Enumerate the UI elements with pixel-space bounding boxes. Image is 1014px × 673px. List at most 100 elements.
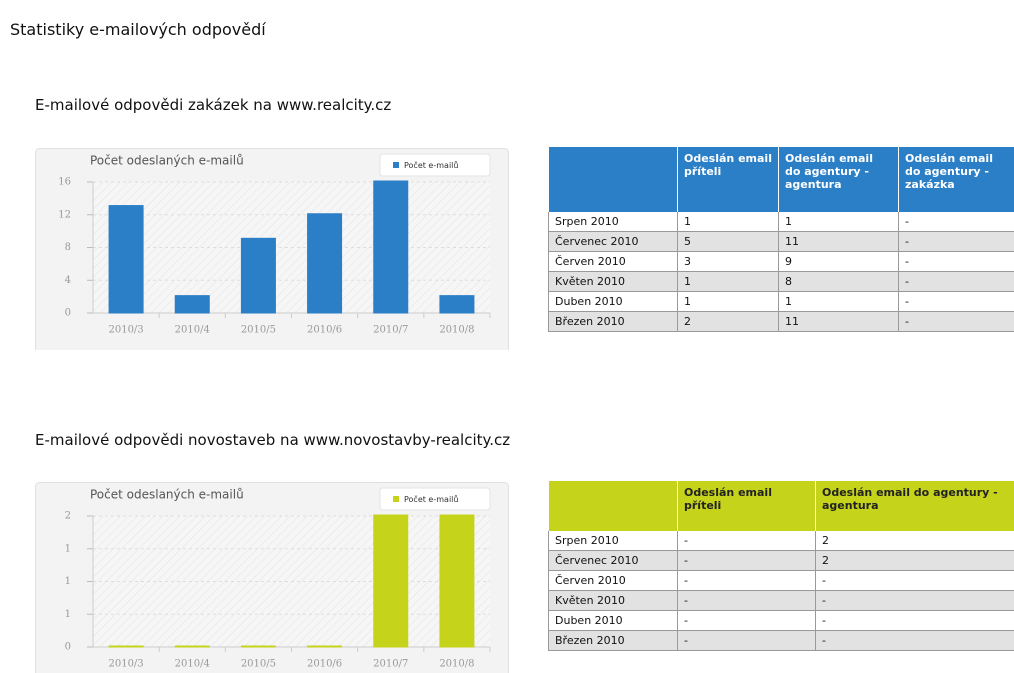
table-cell: Červenec 2010 xyxy=(548,231,678,252)
table-cell: - xyxy=(898,311,1014,332)
x-tick-label: 2010/4 xyxy=(175,659,210,670)
y-tick-label: 4 xyxy=(65,275,71,286)
legend-swatch xyxy=(393,162,399,168)
table-row: Srpen 2010 1 1- xyxy=(548,212,1014,232)
y-tick-label: 16 xyxy=(58,177,71,188)
table-cell: - xyxy=(815,630,1014,651)
table-cell: 11 xyxy=(778,231,899,252)
table-row: Červen 2010- - xyxy=(548,570,1014,591)
bar xyxy=(373,514,409,648)
table-row: Březen 2010- - xyxy=(548,630,1014,651)
table-row: Květen 2010- - xyxy=(548,590,1014,611)
table-cell: - xyxy=(898,251,1014,272)
table-cell: Březen 2010 xyxy=(548,311,678,332)
x-tick-label: 2010/7 xyxy=(373,659,408,670)
table-cell: 1 xyxy=(677,271,779,292)
x-tick-label: 2010/4 xyxy=(175,325,210,336)
y-tick-label: 1 xyxy=(65,609,71,620)
table-cell: 5 xyxy=(677,231,779,252)
x-tick-label: 2010/6 xyxy=(307,325,342,336)
x-tick-label: 2010/5 xyxy=(241,325,276,336)
table-cell: 11 xyxy=(778,311,899,332)
chart-title: Počet odeslaných e-mailů xyxy=(90,488,244,502)
y-tick-label: 2 xyxy=(65,511,71,522)
section-heading: E-mailové odpovědi zakázek na www.realci… xyxy=(35,96,392,114)
legend-box xyxy=(379,153,491,177)
table-cell: Březen 2010 xyxy=(548,630,678,651)
table-cell: - xyxy=(898,212,1014,232)
table-row: Červen 2010 3 9- xyxy=(548,251,1014,272)
table-cell: 1 xyxy=(778,212,899,232)
table-cell: - xyxy=(677,630,816,651)
table-row: Duben 2010- - xyxy=(548,610,1014,631)
table-row: Červenec 2010-2 xyxy=(548,550,1014,571)
legend-box xyxy=(379,487,491,511)
table-cell: Květen 2010 xyxy=(548,590,678,611)
table-cell: 9 xyxy=(778,251,899,272)
table-cell: - xyxy=(815,570,1014,591)
x-tick-label: 2010/3 xyxy=(108,659,143,670)
table-cell: - xyxy=(677,610,816,631)
table-cell: 1 xyxy=(677,291,779,312)
chart: Počet odeslaných e-mailů 0 1 1 1 2 2010/3 2010/… xyxy=(35,482,509,673)
table-row: Červenec 2010 5 11- xyxy=(548,231,1014,252)
table-cell: - xyxy=(815,610,1014,631)
header-cell xyxy=(548,481,678,531)
header-row: Odeslán email příteli Odeslán email do ag… xyxy=(548,481,1014,531)
bar xyxy=(439,295,475,314)
legend-label: Počet e-mailů xyxy=(404,160,458,170)
bar xyxy=(240,237,276,314)
y-tick-label: 8 xyxy=(65,242,71,253)
chart-title: Počet odeslaných e-mailů xyxy=(90,154,244,168)
x-tick-label: 2010/6 xyxy=(307,659,342,670)
table-cell: 2 xyxy=(815,550,1014,571)
table-cell: 1 xyxy=(778,291,899,312)
table-cell: Květen 2010 xyxy=(548,271,678,292)
header-cell: Odeslán email příteli xyxy=(677,147,779,212)
bar xyxy=(108,645,144,648)
x-tick-label: 2010/5 xyxy=(241,659,276,670)
table-cell: 3 xyxy=(677,251,779,272)
header-cell: Odeslán email do agentury - agentura xyxy=(778,147,899,212)
section-heading: E-mailové odpovědi novostaveb na www.nov… xyxy=(35,431,511,449)
x-tick-label: 2010/3 xyxy=(108,325,143,336)
x-tick-label: 2010/7 xyxy=(373,325,408,336)
table-cell: - xyxy=(677,590,816,611)
y-tick-label: 0 xyxy=(65,308,71,319)
table-cell: Srpen 2010 xyxy=(548,531,678,551)
table-cell: - xyxy=(898,231,1014,252)
table-cell: 8 xyxy=(778,271,899,292)
table-cell: Červenec 2010 xyxy=(548,550,678,571)
bar xyxy=(174,645,210,648)
bar xyxy=(307,645,343,648)
header-row: Odeslán email příteli Odeslán email do ag… xyxy=(548,147,1014,212)
table-cell: 1 xyxy=(677,212,779,232)
y-tick-label: 12 xyxy=(58,209,71,220)
table-cell: - xyxy=(898,291,1014,312)
table-cell: - xyxy=(898,271,1014,292)
bar xyxy=(108,205,144,314)
y-tick-label: 1 xyxy=(65,543,71,554)
table-cell: Duben 2010 xyxy=(548,610,678,631)
header-cell: Odeslán email příteli xyxy=(677,481,816,531)
table: Odeslán email příteli Odeslán email do ag… xyxy=(548,481,1014,651)
table-row: Duben 2010 1 1- xyxy=(548,291,1014,312)
bar xyxy=(240,645,276,648)
bar xyxy=(439,514,475,648)
bar xyxy=(307,213,343,314)
table: Odeslán email příteli Odeslán email do ag… xyxy=(548,147,1014,332)
chart: Počet odeslaných e-mailů 0 4 8 12 16 2010/3 201… xyxy=(35,148,509,350)
table-row: Březen 2010 2 11- xyxy=(548,311,1014,332)
legend-swatch xyxy=(393,496,399,502)
table-cell: - xyxy=(677,531,816,551)
table-cell: - xyxy=(815,590,1014,611)
page-title: Statistiky e-mailových odpovědí xyxy=(10,20,266,39)
header-cell: Odeslán email do agentury - agentura xyxy=(815,481,1014,531)
table-cell: Červen 2010 xyxy=(548,570,678,591)
table-cell: Srpen 2010 xyxy=(548,212,678,232)
y-tick-label: 0 xyxy=(65,642,71,653)
table-cell: - xyxy=(677,550,816,571)
table-row: Srpen 2010-2 xyxy=(548,531,1014,551)
table-row: Květen 2010 1 8- xyxy=(548,271,1014,292)
